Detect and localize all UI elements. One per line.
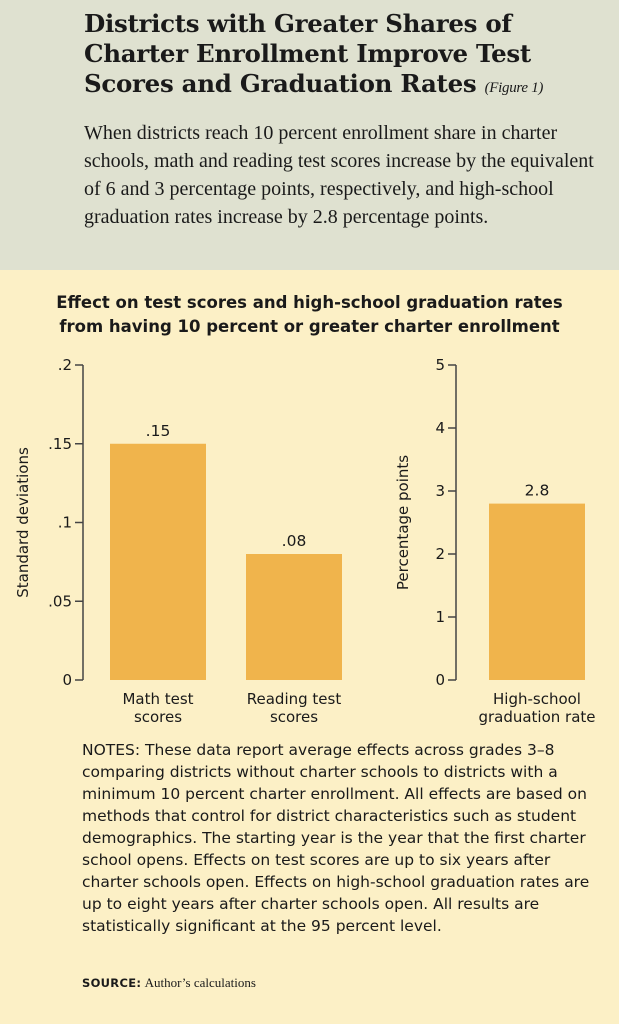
figure-title-text: Districts with Greater Shares of Charter… <box>84 9 531 98</box>
figure-ref: (Figure 1) <box>484 80 544 96</box>
y-tick-label: 3 <box>435 482 445 500</box>
y-tick-label: 2 <box>435 545 445 563</box>
y-tick-label: .2 <box>58 356 72 374</box>
header-panel: Districts with Greater Shares of Charter… <box>0 0 619 270</box>
figure-title: Districts with Greater Shares of Charter… <box>84 9 604 103</box>
x-tick-label: scores <box>270 708 318 726</box>
chart-title: Effect on test scores and high-school gr… <box>0 291 619 339</box>
source-line: SOURCE: Author’s calculations <box>82 975 256 991</box>
y-axis-label: Percentage points <box>394 455 412 590</box>
bar-data-label: .08 <box>282 532 307 550</box>
bar-data-label: 2.8 <box>525 482 550 500</box>
y-tick-label: .1 <box>58 514 72 532</box>
y-tick-label: .05 <box>48 592 72 610</box>
y-axis-label: Standard deviations <box>14 447 32 598</box>
x-tick-label: High-school <box>493 690 581 708</box>
y-tick-label: 4 <box>435 419 445 437</box>
charts-svg: 0 .05 .1 .15 .2 Standard deviations .15 Math te… <box>14 356 596 726</box>
bar <box>110 443 206 680</box>
notes-text: NOTES: These data report average effects… <box>82 741 590 935</box>
y-tick-label: .15 <box>48 435 72 453</box>
y-tick-label: 1 <box>435 608 445 626</box>
x-tick-label: Reading test <box>247 690 342 708</box>
figure-subtitle: When districts reach 10 percent enrollme… <box>84 122 594 228</box>
bar <box>489 503 585 680</box>
x-tick-label: Math test <box>122 690 193 708</box>
chart-title-line-1: Effect on test scores and high-school gr… <box>56 293 563 312</box>
y-tick-label: 0 <box>62 671 72 689</box>
bar <box>246 554 342 680</box>
source-label: SOURCE: <box>82 976 142 990</box>
x-tick-label: scores <box>134 708 182 726</box>
x-tick-label: graduation rate <box>478 708 595 726</box>
chart-title-line-2: from having 10 percent or greater charte… <box>59 317 560 336</box>
source-text: Author’s calculations <box>144 975 256 990</box>
y-tick-label: 5 <box>435 356 445 374</box>
y-tick-label: 0 <box>435 671 445 689</box>
bar-data-label: .15 <box>146 422 171 440</box>
